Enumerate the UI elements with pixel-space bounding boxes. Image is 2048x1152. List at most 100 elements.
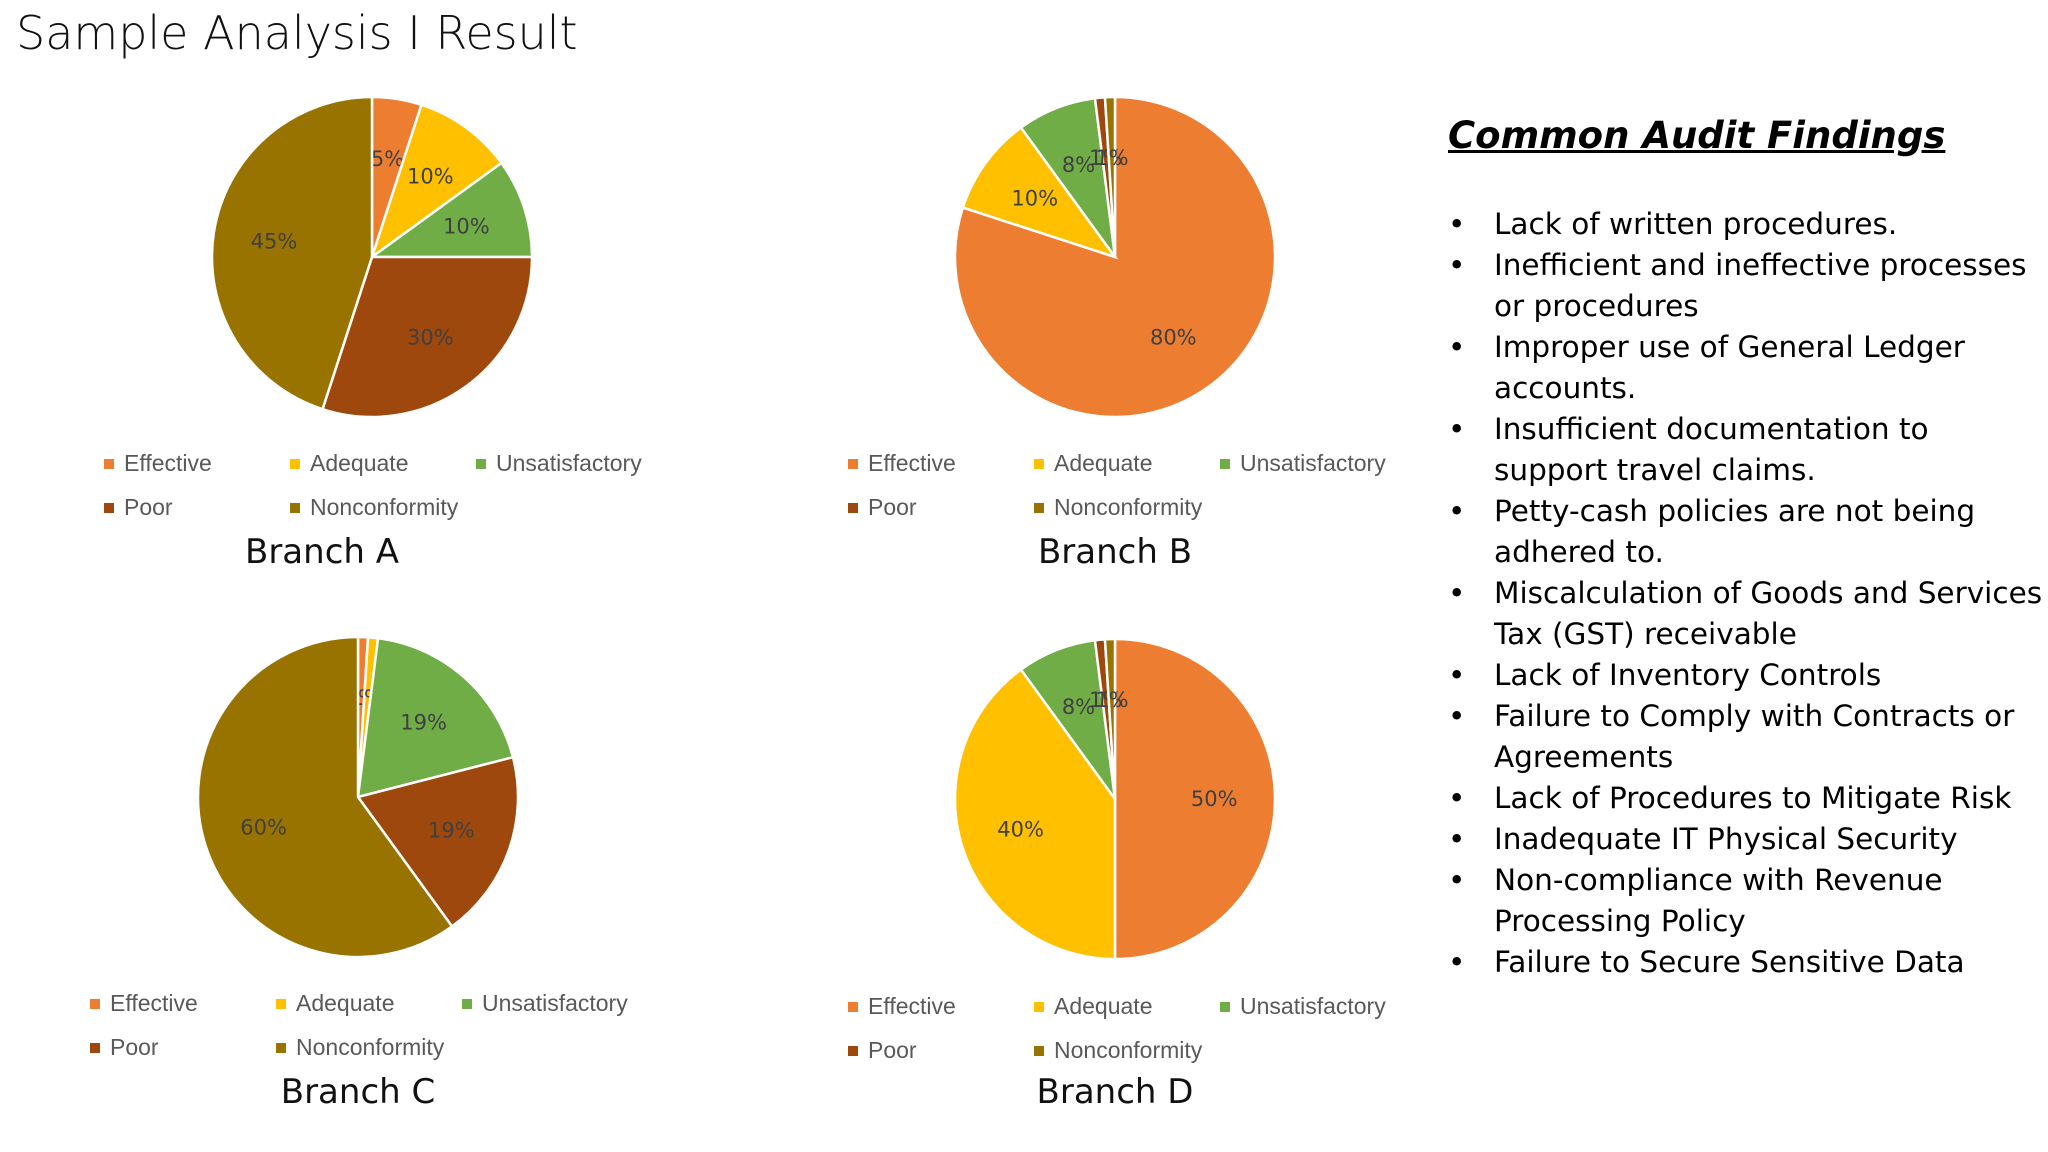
pie-slice-adequate xyxy=(953,667,1117,961)
legend-swatch xyxy=(104,502,114,513)
data-label-nonconformity: 1% xyxy=(1095,146,1128,170)
bullet-icon: • xyxy=(1448,248,1466,282)
legend-item-poor: Poor xyxy=(848,1037,917,1064)
finding-item: • Inadequate IT Physical Security xyxy=(1448,819,2043,860)
legend-label: Effective xyxy=(124,450,212,476)
legend-swatch xyxy=(1220,1001,1230,1012)
legend-label: Effective xyxy=(110,990,198,1016)
bullet-icon: • xyxy=(1448,207,1466,241)
bullet-icon: • xyxy=(1448,576,1466,610)
data-label-nonconformity: 60% xyxy=(240,816,287,840)
legend-item-effective: Effective xyxy=(90,990,198,1017)
data-label-unsatisfactory: 8% xyxy=(1062,695,1095,719)
legend-swatch xyxy=(1034,1045,1044,1056)
legend-item-effective: Effective xyxy=(104,450,212,477)
legend-label: Adequate xyxy=(296,990,395,1016)
legend-swatch xyxy=(276,1042,286,1053)
legend-label: Adequate xyxy=(1054,993,1153,1019)
legend-item-nonconformity: Nonconformity xyxy=(290,494,458,521)
data-label-unsatisfactory: 19% xyxy=(400,711,447,735)
bullet-icon: • xyxy=(1448,945,1466,979)
finding-text: Petty-cash policies are not being adhere… xyxy=(1494,494,1976,569)
legend-label: Effective xyxy=(868,450,956,476)
slide-title: Sample Analysis I Result xyxy=(16,6,578,60)
legend-swatch xyxy=(1220,458,1230,469)
legend-label: Unsatisfactory xyxy=(496,450,642,476)
pie-slice-poor xyxy=(320,255,534,419)
chart-panel-branch-d: 50% 40% 8% 1% 1% Effective Adequate Unsatisfact… xyxy=(0,0,1386,1112)
legend-item-poor: Poor xyxy=(848,494,917,521)
finding-text: Improper use of General Ledger accounts. xyxy=(1494,330,1965,405)
legend-item-unsatisfactory: Unsatisfactory xyxy=(1220,450,1386,477)
finding-item: • Improper use of General Ledger accounts… xyxy=(1448,327,2043,409)
data-label-poor: 19% xyxy=(428,819,475,843)
data-label-effective: 50% xyxy=(1191,787,1238,811)
finding-item: • Failure to Secure Sensitive Data xyxy=(1448,942,2043,983)
pie-slice-effective xyxy=(1113,637,1277,961)
findings-title: Common Audit Findings xyxy=(1448,114,1946,157)
legend-label: Nonconformity xyxy=(1054,494,1203,520)
finding-text: Lack of Procedures to Mitigate Risk xyxy=(1494,781,2012,815)
finding-item: • Failure to Comply with Contracts or Agr… xyxy=(1448,696,2043,778)
legend-swatch xyxy=(290,458,300,469)
findings-list: • Lack of written procedures. • Inefficient… xyxy=(1448,204,2043,983)
legend-swatch xyxy=(848,458,858,469)
pie-slice-nonconformity xyxy=(1103,95,1117,258)
finding-text: Insufficient documentation to support tr… xyxy=(1494,412,1929,487)
legend-item-nonconformity: Nonconformity xyxy=(1034,1037,1202,1064)
data-label-adequate: 10% xyxy=(1011,187,1058,211)
legend-label: Nonconformity xyxy=(1054,1037,1203,1063)
finding-item: • Non-compliance with Revenue Processing … xyxy=(1448,860,2043,942)
legend-item-unsatisfactory: Unsatisfactory xyxy=(476,450,642,477)
legend-item-adequate: Adequate xyxy=(1034,993,1152,1020)
finding-item: • Lack of Inventory Controls xyxy=(1448,655,2043,696)
legend-label: Poor xyxy=(868,494,917,520)
finding-text: Inefficient and ineffective processes or… xyxy=(1494,248,2027,323)
finding-text: Miscalculation of Goods and Services Tax… xyxy=(1494,576,2043,651)
bullet-icon: • xyxy=(1448,863,1466,897)
legend-swatch xyxy=(848,502,858,513)
legend-item-unsatisfactory: Unsatisfactory xyxy=(1220,993,1386,1020)
legend-swatch xyxy=(848,1045,858,1056)
legend-label: Poor xyxy=(868,1037,917,1063)
data-label-adequate: 10% xyxy=(407,165,454,189)
chart-title-branch-c: Branch C xyxy=(280,1072,436,1112)
legend-swatch xyxy=(276,998,286,1009)
finding-text: Failure to Secure Sensitive Data xyxy=(1494,945,1965,979)
data-label-unsatisfactory: 8% xyxy=(1062,153,1095,177)
legend-swatch xyxy=(290,502,300,513)
legend-swatch xyxy=(1034,502,1044,513)
legend-label: Adequate xyxy=(310,450,409,476)
legend-label: Unsatisfactory xyxy=(482,990,628,1016)
bullet-icon: • xyxy=(1448,781,1466,815)
data-label-poor: 1% xyxy=(1089,688,1122,712)
pie-slice-adequate xyxy=(369,103,504,261)
legend-label: Nonconformity xyxy=(310,494,459,520)
chart-panel-branch-c: 1% 1% 19% 19% 60% Effective Adequate Unsatisfac… xyxy=(0,0,740,1112)
legend-swatch xyxy=(1034,1001,1044,1012)
legend-label: Adequate xyxy=(1054,450,1153,476)
data-label-nonconformity: 45% xyxy=(251,229,298,253)
legend-label: Unsatisfactory xyxy=(1240,450,1386,476)
legend-item-unsatisfactory: Unsatisfactory xyxy=(462,990,628,1017)
data-label-unsatisfactory: 10% xyxy=(443,214,490,238)
finding-text: Failure to Comply with Contracts or Agre… xyxy=(1494,699,2015,774)
legend-swatch xyxy=(462,998,472,1009)
data-label-adequate: 40% xyxy=(997,818,1044,842)
data-label-nonconformity: 1% xyxy=(1095,688,1128,712)
bullet-icon: • xyxy=(1448,822,1466,856)
chart-panel-branch-a: 5% 10% 10% 30% 45% Effective Adequate Unsatisfa… xyxy=(0,0,740,572)
chart-title-branch-a: Branch A xyxy=(245,532,399,572)
legend-item-adequate: Adequate xyxy=(276,990,394,1017)
legend-swatch xyxy=(104,458,114,469)
legend-swatch xyxy=(848,1001,858,1012)
pie-slice-adequate xyxy=(961,125,1119,260)
data-label-effective: 80% xyxy=(1150,325,1197,349)
finding-text: Non-compliance with Revenue Processing P… xyxy=(1494,863,1943,938)
bullet-icon: • xyxy=(1448,494,1466,528)
pie-slice-unsatisfactory xyxy=(356,636,515,799)
